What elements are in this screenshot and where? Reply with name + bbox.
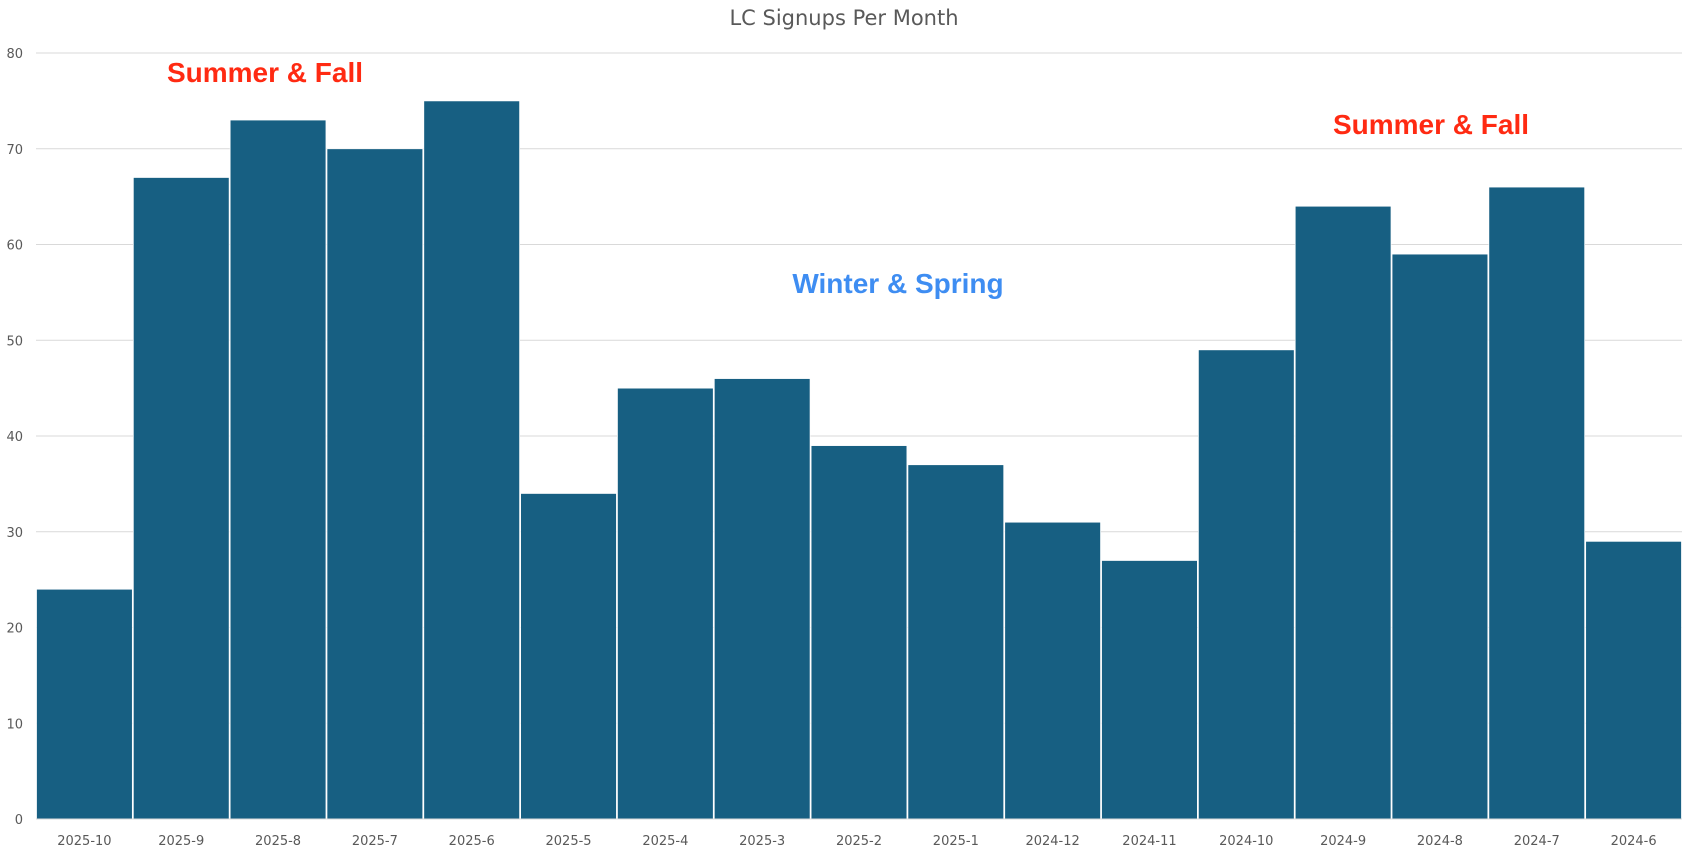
x-tick-label: 2025-1	[933, 834, 979, 849]
bar-2025-5	[520, 493, 617, 820]
bar-2025-10	[36, 588, 133, 820]
bar-2024-10	[1198, 349, 1295, 820]
bar-2025-1	[907, 464, 1005, 820]
x-tick-label: 2025-4	[642, 834, 688, 849]
x-axis-ticks: 2025-10 2025-9 2025-8 2025-7 2025-6 2025-5 202…	[57, 834, 1656, 849]
y-tick-label: 80	[6, 47, 23, 62]
bars	[36, 100, 1682, 820]
x-tick-label: 2024-9	[1320, 834, 1366, 849]
bar-2025-2	[810, 445, 908, 820]
y-tick-label: 50	[6, 334, 23, 349]
x-tick-label: 2024-8	[1417, 834, 1463, 849]
y-axis-ticks: 0 10 20 30 40 50 60 70 80	[6, 47, 23, 828]
x-tick-label: 2024-7	[1514, 834, 1560, 849]
bar-2025-9	[132, 177, 230, 820]
bar-2024-7	[1488, 186, 1586, 820]
bar-2025-3	[713, 378, 811, 820]
y-tick-label: 70	[6, 143, 23, 158]
y-tick-label: 10	[6, 717, 23, 732]
y-tick-label: 40	[6, 430, 23, 445]
annotation-summer-fall-right: Summer & Fall	[1333, 109, 1529, 140]
bar-2025-8	[229, 119, 327, 820]
y-tick-label: 20	[6, 622, 23, 637]
bar-2025-6	[423, 100, 520, 820]
chart-title: LC Signups Per Month	[729, 6, 958, 30]
annotation-summer-fall-left: Summer & Fall	[167, 57, 363, 88]
x-tick-label: 2025-7	[352, 834, 398, 849]
x-tick-label: 2024-6	[1611, 834, 1657, 849]
bar-2025-7	[326, 148, 424, 820]
x-tick-label: 2024-10	[1219, 834, 1273, 849]
x-tick-label: 2025-9	[158, 834, 204, 849]
x-tick-label: 2025-2	[836, 834, 882, 849]
x-tick-label: 2025-5	[546, 834, 592, 849]
x-tick-label: 2025-8	[255, 834, 301, 849]
annotation-winter-spring: Winter & Spring	[792, 268, 1003, 299]
x-tick-label: 2025-6	[449, 834, 495, 849]
y-tick-label: 0	[15, 813, 23, 828]
bar-2024-9	[1294, 205, 1392, 820]
bar-2024-11	[1101, 560, 1198, 820]
bar-2024-8	[1391, 253, 1489, 820]
y-tick-label: 30	[6, 526, 23, 541]
bar-2024-12	[1004, 521, 1101, 820]
x-tick-label: 2024-11	[1122, 834, 1176, 849]
bar-2024-6	[1585, 540, 1682, 820]
bar-2025-4	[617, 387, 714, 820]
x-tick-label: 2024-12	[1025, 834, 1079, 849]
x-tick-label: 2025-3	[739, 834, 785, 849]
x-tick-label: 2025-10	[57, 834, 111, 849]
y-tick-label: 60	[6, 239, 23, 254]
